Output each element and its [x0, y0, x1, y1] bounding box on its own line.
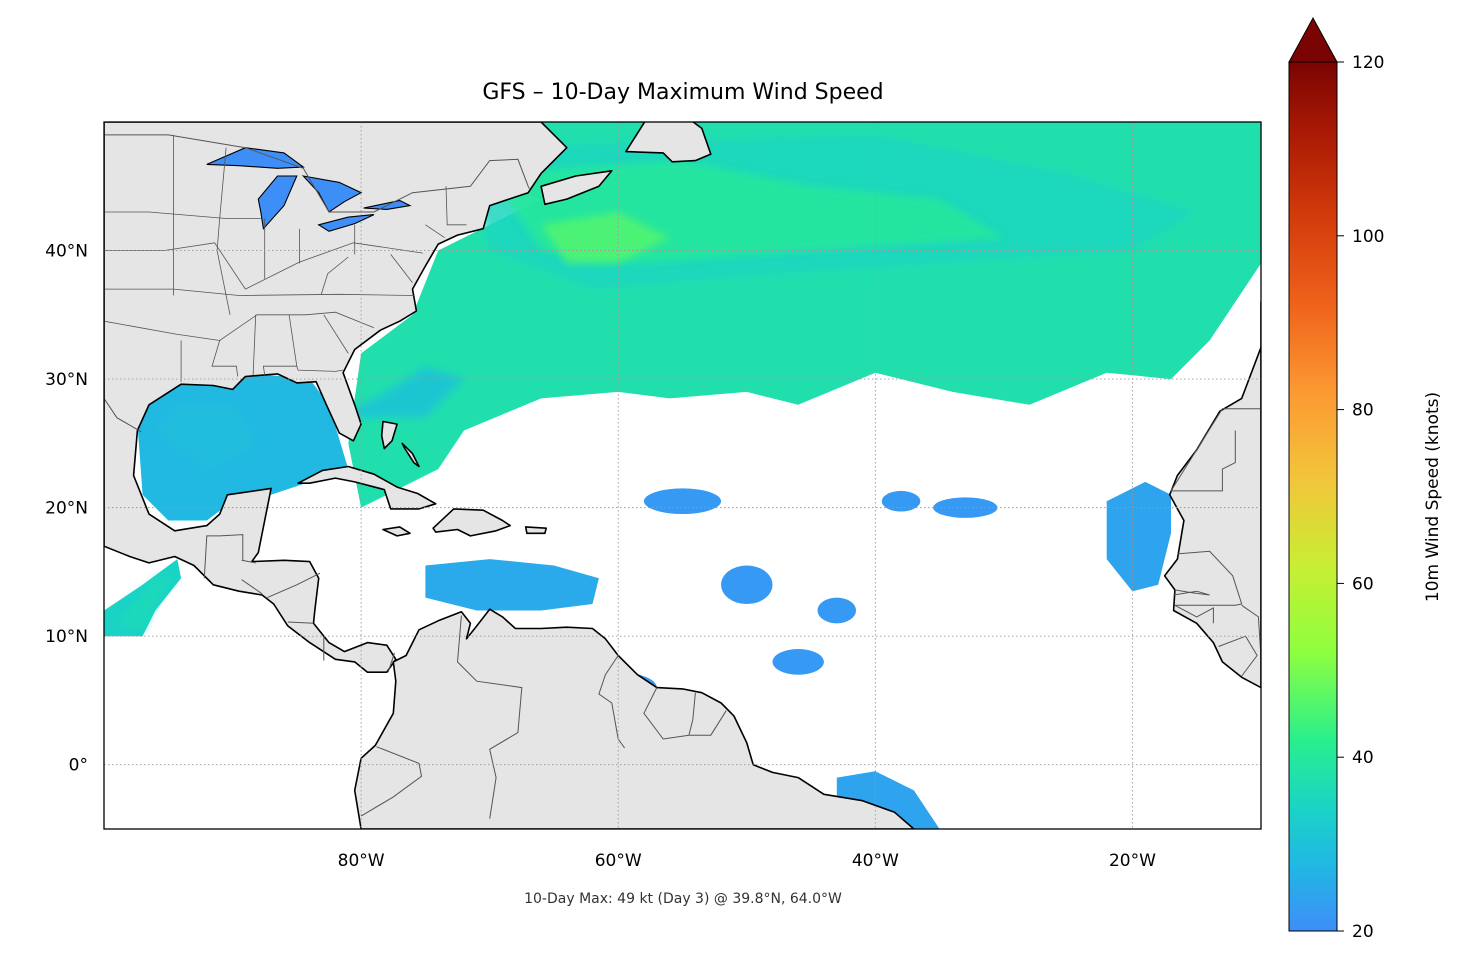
map-frame [103, 121, 1262, 830]
country-border [1173, 589, 1210, 596]
colorbar-tick-label: 20 [1352, 922, 1374, 942]
state-border [252, 314, 257, 376]
country-border [241, 559, 256, 564]
wind-band [335, 366, 464, 418]
wind-region [1106, 481, 1171, 592]
country-border [104, 398, 142, 433]
longitude-tick-label: 80°W [338, 851, 385, 871]
map-panel [104, 122, 1261, 829]
state-border [425, 224, 445, 239]
wind-band [116, 571, 175, 630]
state-border [445, 186, 467, 226]
state-border [296, 366, 344, 372]
longitude-tick-label: 60°W [595, 851, 642, 871]
country-border [203, 534, 244, 579]
land-masses [104, 122, 1261, 829]
colorbar-extend-arrow [1288, 16, 1338, 63]
wind-patch [721, 565, 773, 605]
state-border [104, 288, 414, 296]
country-border [287, 621, 314, 624]
land-polygon [1163, 301, 1261, 689]
longitude-tick-label: 40°W [852, 851, 899, 871]
land-polygon [382, 526, 411, 537]
country-border [456, 615, 523, 819]
country-border [1174, 604, 1214, 624]
colorbar-tick-label: 40 [1352, 748, 1374, 768]
colorbar-gradient [1288, 61, 1338, 932]
great-lake [301, 175, 363, 213]
state-border [390, 254, 413, 283]
latitude-tick-label: 10°N [45, 627, 88, 647]
state-border [216, 147, 231, 315]
latitude-tick-label: 30°N [45, 370, 88, 390]
colorbar-tick-label: 60 [1352, 574, 1374, 594]
country-border [104, 134, 529, 213]
state-border [104, 311, 375, 341]
great-lake [257, 175, 298, 230]
wind-patch [643, 488, 722, 515]
colorbar: 20 40 60 80 100 120 10m Wind Speed (knots) [1288, 16, 1443, 942]
country-border [387, 652, 395, 673]
country-border [688, 692, 696, 736]
max-wind-footnote: 10-Day Max: 49 kt (Day 3) @ 39.8°N, 64.0… [524, 891, 842, 907]
country-border [688, 710, 727, 736]
land-polygon [380, 420, 398, 450]
country-border [267, 572, 321, 599]
map-title: GFS – 10-Day Maximum Wind Speed [482, 80, 883, 105]
colorbar-tick-label: 80 [1352, 401, 1374, 421]
state-border [104, 211, 261, 219]
wind-patch [881, 490, 921, 512]
country-border [1174, 550, 1243, 606]
wind-band [155, 404, 259, 470]
longitude-tick-labels: 80°W 60°W 40°W 20°W [338, 851, 1156, 871]
country-border [527, 186, 530, 190]
country-border [241, 579, 263, 595]
land-polygon [104, 122, 568, 674]
wind-patch [817, 597, 857, 624]
land-polygon [432, 508, 512, 537]
country-border [1170, 408, 1261, 492]
latitude-tick-labels: 40°N 30°N 20°N 10°N 0° [45, 242, 88, 776]
latitude-tick-label: 20°N [45, 499, 88, 519]
colorbar-tick-label: 100 [1352, 227, 1384, 247]
land-polygon [625, 122, 712, 163]
colorbar-tick-label: 120 [1352, 53, 1384, 73]
country-border [1218, 635, 1258, 677]
wind-region [425, 559, 599, 611]
country-border [643, 687, 689, 740]
state-border [211, 340, 239, 377]
land-polygon [540, 170, 613, 206]
great-lake [317, 214, 375, 232]
land-polygon [353, 608, 915, 829]
land-polygon [401, 442, 420, 468]
country-border [1241, 604, 1261, 659]
latitude-tick-label: 40°N [45, 242, 88, 262]
colorbar-ticks: 20 40 60 80 100 120 [1337, 53, 1384, 942]
state-border [323, 314, 349, 354]
colorbar-label: 10m Wind Speed (knots) [1423, 392, 1443, 602]
country-border [360, 746, 423, 817]
land-polygon [524, 526, 548, 535]
land-polygon [297, 465, 437, 510]
state-border [320, 256, 349, 295]
wind-patch [772, 649, 824, 675]
gridlines [104, 122, 1261, 829]
latitude-tick-label: 0° [69, 756, 88, 776]
state-border [262, 314, 298, 376]
country-border [598, 655, 626, 749]
longitude-tick-label: 20°W [1109, 851, 1156, 871]
